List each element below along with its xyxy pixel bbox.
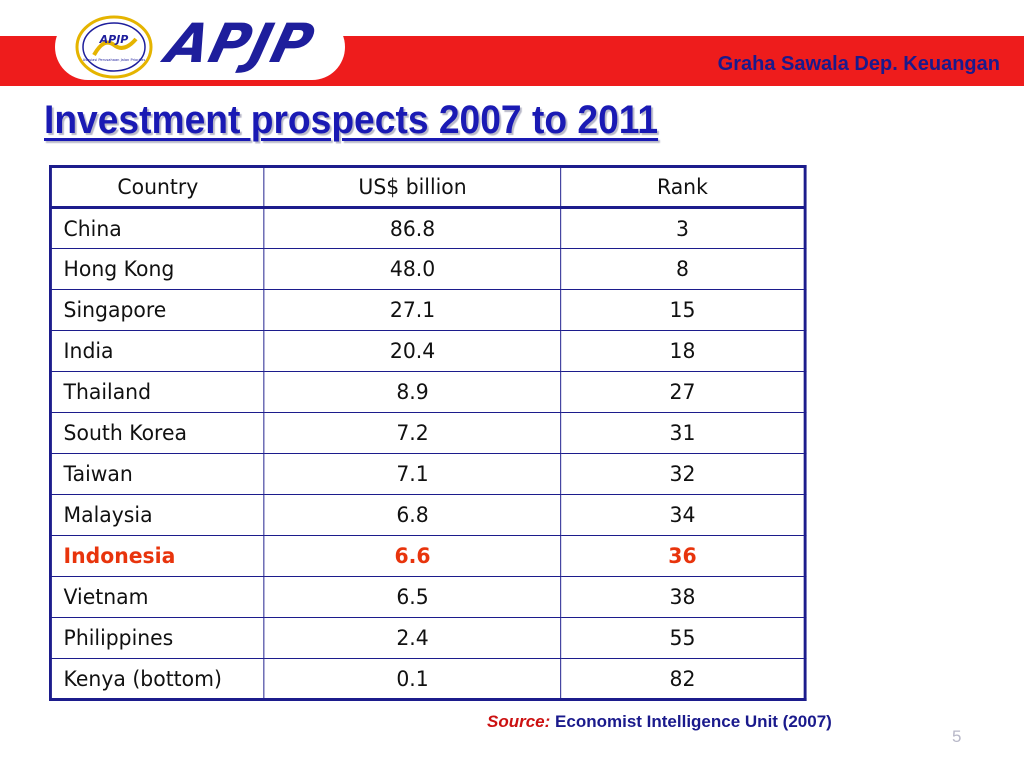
cell-rank: 8 — [560, 248, 806, 290]
table-row: Hong Kong 48.0 8 — [49, 248, 806, 290]
page-number: 5 — [952, 727, 962, 746]
table-body: China 86.8 3 Hong Kong 48.0 8 Singapore 27.1 15 I… — [49, 207, 806, 700]
cell-value: 86.8 — [263, 207, 562, 249]
table-header-row: Country US$ billion Rank — [49, 166, 806, 208]
column-header-country: Country — [49, 166, 265, 208]
cell-value: 6.8 — [263, 494, 562, 536]
table-row: Singapore 27.1 15 — [49, 289, 806, 331]
cell-country: Indonesia — [49, 535, 265, 577]
source-text: Economist Intelligence Unit (2007) — [555, 712, 832, 731]
cell-rank: 55 — [560, 617, 806, 659]
cell-country: Hong Kong — [49, 248, 265, 290]
table-row: Philippines 2.4 55 — [49, 617, 806, 659]
logo-subtext: Asosiasi Perusahaan Jalan Prioritas — [83, 58, 146, 62]
cell-rank: 3 — [560, 207, 806, 249]
brand-logotype: APJP — [160, 12, 321, 75]
column-header-value: US$ billion — [263, 166, 562, 208]
apjp-logo-icon: APJP Asosiasi Perusahaan Jalan Prioritas — [75, 15, 153, 79]
table-row: Thailand 8.9 27 — [49, 371, 806, 413]
cell-country: Malaysia — [49, 494, 265, 536]
cell-rank: 18 — [560, 330, 806, 372]
cell-country: South Korea — [49, 412, 265, 454]
cell-country: China — [49, 207, 265, 249]
cell-rank: 15 — [560, 289, 806, 331]
cell-country: Singapore — [49, 289, 265, 331]
cell-country: Philippines — [49, 617, 265, 659]
table-row: Taiwan 7.1 32 — [49, 453, 806, 495]
cell-value: 6.5 — [263, 576, 562, 618]
cell-country: Vietnam — [49, 576, 265, 618]
cell-value: 8.9 — [263, 371, 562, 413]
column-header-rank: Rank — [560, 166, 806, 208]
cell-rank: 36 — [560, 535, 806, 577]
table-row: South Korea 7.2 31 — [49, 412, 806, 454]
cell-country: Taiwan — [49, 453, 265, 495]
cell-country: Thailand — [49, 371, 265, 413]
table-row: Vietnam 6.5 38 — [49, 576, 806, 618]
cell-value: 2.4 — [263, 617, 562, 659]
cell-value: 48.0 — [263, 248, 562, 290]
cell-value: 0.1 — [263, 658, 562, 700]
table-row: Kenya (bottom) 0.1 82 — [49, 658, 806, 700]
table-row: China 86.8 3 — [49, 207, 806, 249]
cell-rank: 32 — [560, 453, 806, 495]
cell-country: Kenya (bottom) — [49, 658, 265, 700]
cell-rank: 27 — [560, 371, 806, 413]
cell-rank: 38 — [560, 576, 806, 618]
table-row: Indonesia 6.6 36 — [49, 535, 806, 577]
source-label: Source: — [487, 712, 551, 731]
cell-value: 7.1 — [263, 453, 562, 495]
cell-value: 20.4 — [263, 330, 562, 372]
page-title: Investment prospects 2007 to 2011 — [44, 98, 659, 142]
source-note: Source: Economist Intelligence Unit (200… — [487, 712, 832, 732]
cell-rank: 31 — [560, 412, 806, 454]
investment-table: Country US$ billion Rank China 86.8 3 Hong … — [49, 165, 807, 701]
cell-value: 7.2 — [263, 412, 562, 454]
logo-text: APJP — [99, 33, 129, 46]
header-location: Graha Sawala Dep. Keuangan — [717, 53, 1000, 75]
cell-value: 27.1 — [263, 289, 562, 331]
table-row: Malaysia 6.8 34 — [49, 494, 806, 536]
cell-rank: 82 — [560, 658, 806, 700]
cell-value: 6.6 — [263, 535, 562, 577]
cell-rank: 34 — [560, 494, 806, 536]
cell-country: India — [49, 330, 265, 372]
table-row: India 20.4 18 — [49, 330, 806, 372]
